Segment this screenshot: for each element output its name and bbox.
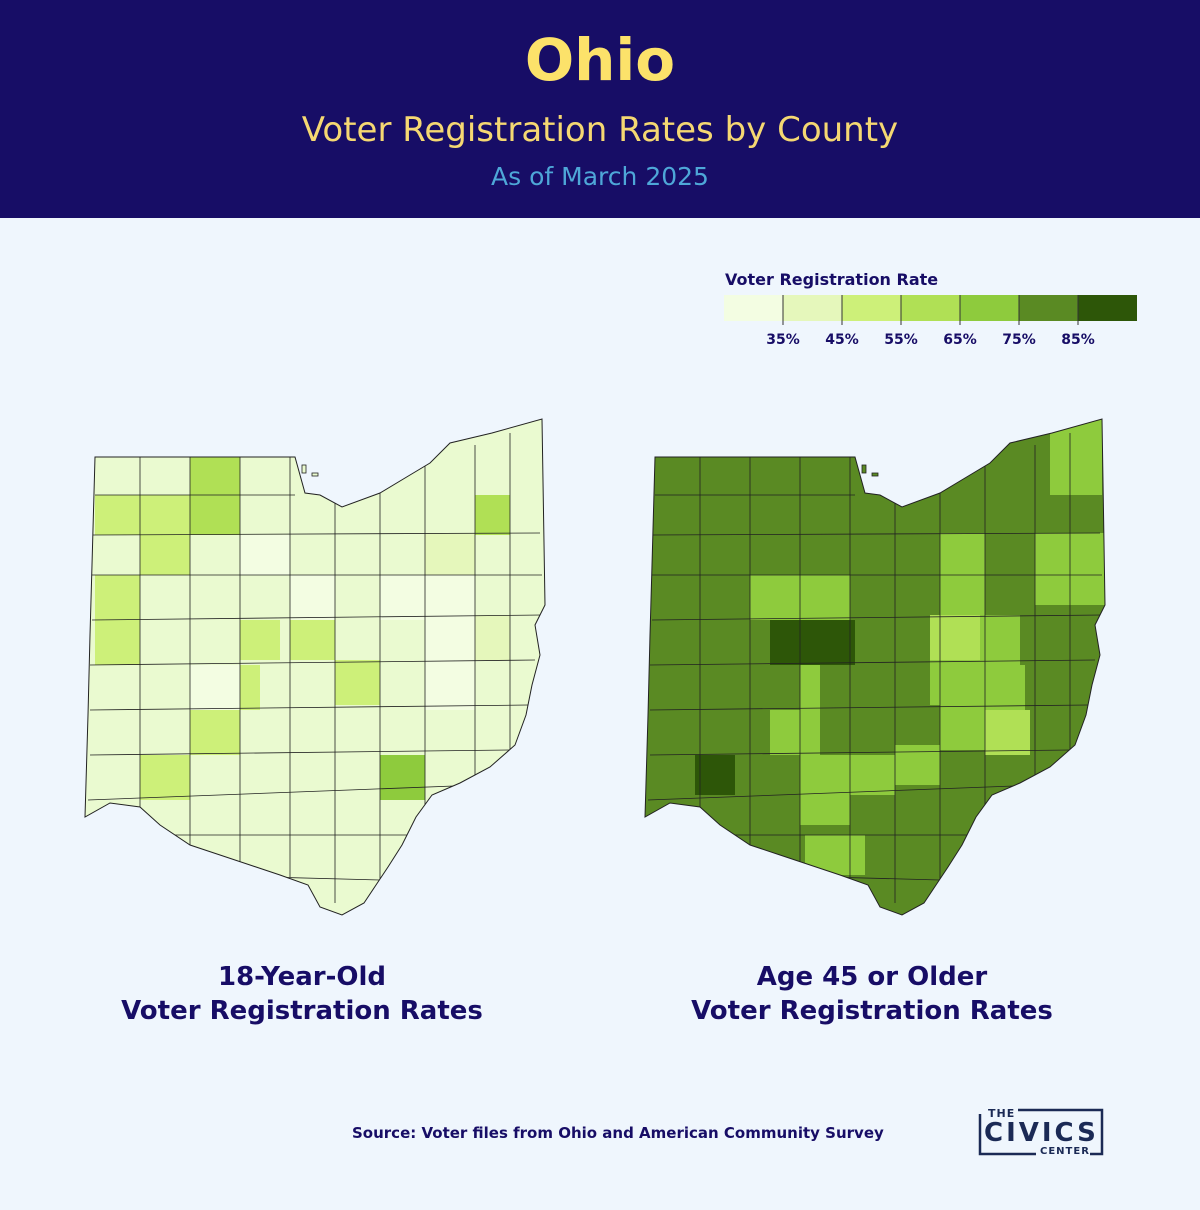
legend-bin <box>901 295 960 321</box>
legend-bin <box>1078 295 1137 321</box>
county-border <box>87 784 481 801</box>
lake-island <box>301 464 307 474</box>
county-region <box>980 615 1020 665</box>
state-outline <box>644 418 1106 916</box>
lake-island <box>861 464 867 474</box>
county-region <box>895 745 940 785</box>
county-region <box>695 755 735 795</box>
county-region <box>800 755 855 795</box>
county-region <box>380 575 425 620</box>
map-label-18-line1: 18-Year-Old <box>217 962 386 992</box>
county-region <box>140 755 190 800</box>
state-outline <box>84 418 546 916</box>
legend-tick-label: 35% <box>766 332 800 348</box>
legend-tick-label: 65% <box>943 332 977 348</box>
county-region <box>800 795 850 825</box>
logo-center: CENTER <box>1040 1146 1090 1157</box>
map-label-45-line2: Voter Registration Rates <box>691 996 1053 1026</box>
county-region <box>140 495 190 535</box>
legend-tick-label: 45% <box>825 332 859 348</box>
county-region <box>95 620 140 665</box>
county-border <box>89 659 536 666</box>
legend-bin <box>724 295 783 321</box>
county-region <box>140 535 190 575</box>
county-region <box>475 495 510 535</box>
map-18-year-old <box>80 415 550 930</box>
map-45-older <box>640 415 1110 930</box>
county-region <box>240 535 290 575</box>
county-region <box>800 575 850 620</box>
county-region <box>425 660 475 710</box>
county-region <box>800 665 820 755</box>
legend-color-bar <box>724 295 1137 325</box>
county-region <box>940 575 985 615</box>
county-region <box>240 665 260 710</box>
county-region <box>290 575 335 620</box>
county-region <box>95 575 140 620</box>
county-region <box>850 755 895 795</box>
header: Ohio Voter Registration Rates by County … <box>0 0 1200 218</box>
county-border <box>647 784 1041 801</box>
county-region <box>980 665 1025 710</box>
legend-bin <box>842 295 901 321</box>
county-region <box>930 615 980 660</box>
source-note: Source: Voter files from Ohio and Americ… <box>352 1124 884 1142</box>
legend-bin <box>960 295 1019 321</box>
county-region <box>770 710 800 755</box>
logo-frame <box>978 1108 1104 1156</box>
map-label-18-line2: Voter Registration Rates <box>121 996 483 1026</box>
legend-tick-label: 85% <box>1061 332 1095 348</box>
county-region <box>940 533 985 575</box>
lake-island <box>311 472 319 477</box>
county-region <box>805 835 865 875</box>
county-border <box>649 749 1071 756</box>
civics-center-logo: THE CIVICS CENTER <box>978 1107 1104 1157</box>
page-title: Ohio <box>524 26 676 94</box>
county-region <box>815 620 855 665</box>
county-region <box>770 620 815 665</box>
county-border <box>649 659 1096 666</box>
county-border <box>651 614 1103 621</box>
legend-title: Voter Registration Rate <box>725 270 939 289</box>
ohio-county-map-18 <box>84 418 546 916</box>
county-region <box>190 710 240 755</box>
legend-bin <box>1019 295 1078 321</box>
map-base-fill <box>85 419 545 915</box>
map-label-45-line1: Age 45 or Older <box>756 962 988 992</box>
page-subtitle: Voter Registration Rates by County <box>301 110 899 150</box>
county-region <box>380 755 425 800</box>
county-region <box>1050 419 1102 495</box>
county-region <box>750 575 800 620</box>
lake-island <box>871 472 879 477</box>
ohio-county-map-45 <box>644 418 1106 916</box>
county-region <box>190 665 240 710</box>
map-label-45: Age 45 or Older Voter Registration Rates <box>662 960 1082 1028</box>
logo-civics: CIVICS <box>984 1118 1099 1148</box>
as-of-date: As of March 2025 <box>491 162 709 191</box>
legend-tick-label: 55% <box>884 332 918 348</box>
county-region <box>475 615 510 660</box>
county-region <box>940 705 985 750</box>
map-label-18: 18-Year-Old Voter Registration Rates <box>92 960 512 1028</box>
county-border <box>651 532 1101 536</box>
county-region <box>335 660 380 705</box>
legend-bin <box>783 295 842 321</box>
county-border <box>89 749 511 756</box>
county-region <box>985 710 1030 755</box>
county-region <box>425 575 475 660</box>
county-region <box>290 620 335 660</box>
county-region <box>425 533 475 575</box>
county-border <box>91 614 543 621</box>
map-base-fill <box>645 419 1105 915</box>
county-region <box>190 457 240 535</box>
county-border <box>89 704 529 711</box>
county-border <box>649 704 1089 711</box>
county-region <box>930 660 980 705</box>
logo-the: THE <box>988 1107 1016 1120</box>
county-region <box>240 620 280 660</box>
county-border <box>91 532 541 536</box>
county-region <box>95 495 140 535</box>
legend-tick-label: 75% <box>1002 332 1036 348</box>
